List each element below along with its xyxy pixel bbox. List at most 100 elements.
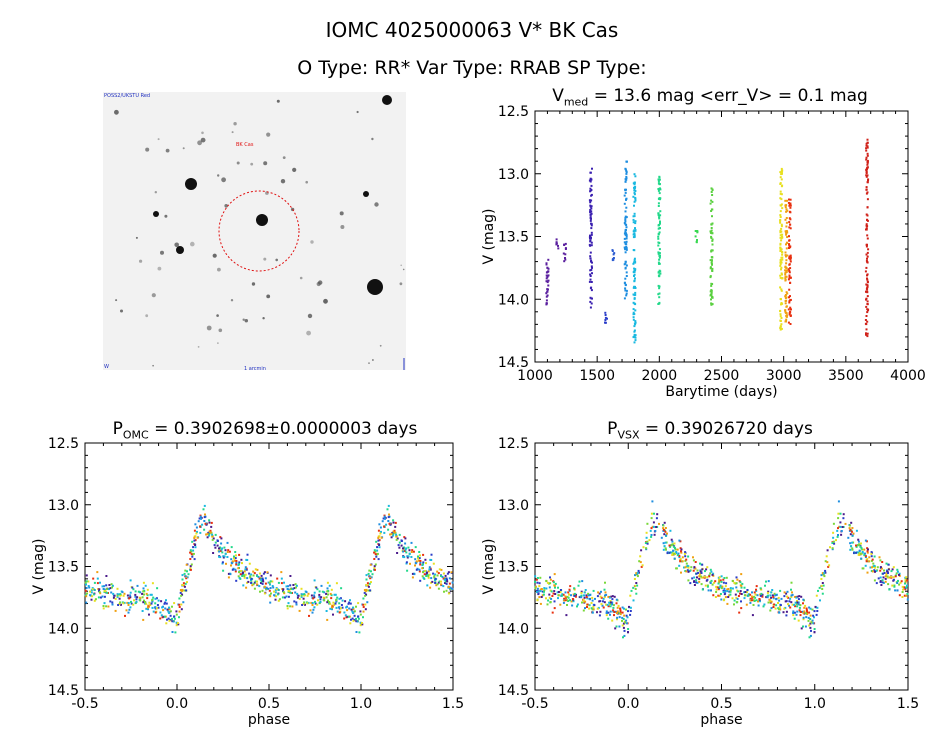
omc-point xyxy=(148,601,151,604)
omc-point xyxy=(417,557,419,560)
vsx-point xyxy=(702,576,705,579)
omc-point xyxy=(443,578,446,581)
time-point xyxy=(590,205,593,208)
omc-point xyxy=(186,576,189,579)
omc-point xyxy=(175,613,178,616)
vsx-point xyxy=(800,627,803,630)
omc-point xyxy=(313,579,316,582)
time-point xyxy=(633,325,636,328)
omc-xtick-label: 0.0 xyxy=(166,696,188,712)
time-point xyxy=(865,142,868,145)
time-point xyxy=(865,333,868,336)
omc-point xyxy=(382,517,385,520)
vsx-point xyxy=(605,614,608,617)
omc-point xyxy=(87,580,90,583)
vsx-point xyxy=(622,636,624,639)
time-point xyxy=(865,315,868,317)
time-point xyxy=(789,257,792,260)
time-point xyxy=(633,181,636,184)
omc-point xyxy=(146,594,149,597)
vsx-ytick-label: 13.5 xyxy=(498,560,529,576)
time-point xyxy=(623,237,626,240)
vsx-point xyxy=(689,582,692,585)
omc-point xyxy=(370,570,372,573)
vsx-point xyxy=(646,542,649,545)
vsx-point xyxy=(735,586,738,589)
omc-point xyxy=(220,542,223,545)
omc-point xyxy=(392,533,395,535)
vsx-point xyxy=(665,534,668,537)
vsx-point xyxy=(713,581,716,584)
time-chart: 1000 1500 2000 2500 3000 3500 400012.513.013.5… xyxy=(481,104,926,400)
omc-point xyxy=(355,631,358,633)
vsx-point xyxy=(549,578,552,581)
omc-point xyxy=(86,592,88,595)
time-point xyxy=(633,341,636,344)
vsx-point xyxy=(612,610,615,613)
omc-point xyxy=(306,602,309,605)
vsx-point xyxy=(539,576,542,579)
vsx-point xyxy=(881,561,884,563)
time-point xyxy=(590,193,593,196)
vsx-point xyxy=(887,583,890,586)
omc-point xyxy=(147,606,149,609)
vsx-point xyxy=(862,567,865,570)
time-point xyxy=(784,199,787,202)
time-point xyxy=(779,204,782,207)
vsx-point xyxy=(719,593,722,595)
vsx-point xyxy=(662,548,665,551)
vsx-point xyxy=(703,575,706,578)
omc-point xyxy=(108,588,111,591)
vsx-point xyxy=(769,600,772,603)
vsx-point xyxy=(537,589,540,592)
omc-point xyxy=(135,598,138,601)
omc-point xyxy=(398,533,401,536)
omc-point xyxy=(150,593,153,596)
omc-point xyxy=(90,598,93,601)
vsx-point xyxy=(543,587,546,590)
omc-point xyxy=(127,611,130,614)
omc-point xyxy=(332,613,334,616)
vsx-point xyxy=(664,527,667,529)
omc-point xyxy=(180,603,183,606)
omc-point xyxy=(253,572,256,575)
vsx-point xyxy=(607,605,610,608)
time-point xyxy=(590,217,592,220)
omc-point xyxy=(381,520,384,523)
time-point xyxy=(788,288,791,291)
omc-point xyxy=(442,572,445,575)
vsx-point xyxy=(687,555,690,558)
vsx-point xyxy=(693,580,696,583)
omc-point xyxy=(352,619,355,622)
vsx-point xyxy=(772,597,775,600)
time-point xyxy=(657,244,660,247)
vsx-point xyxy=(743,586,746,589)
vsx-point xyxy=(580,596,583,599)
vsx-point xyxy=(799,614,802,617)
time-point xyxy=(632,215,635,218)
time-point xyxy=(781,207,784,210)
omc-point xyxy=(325,596,328,599)
vsx-point xyxy=(880,567,883,570)
vsx-point xyxy=(831,547,834,550)
time-point xyxy=(633,275,635,277)
vsx-point xyxy=(581,580,584,583)
star xyxy=(292,167,297,172)
omc-point xyxy=(221,547,224,550)
time-point xyxy=(779,221,782,224)
omc-point xyxy=(377,529,380,532)
vsx-point xyxy=(705,568,708,571)
omc-point xyxy=(243,575,246,578)
star xyxy=(262,317,265,320)
omc-point xyxy=(338,602,341,605)
omc-point xyxy=(386,508,389,511)
vsx-point xyxy=(769,609,772,612)
star xyxy=(216,314,219,317)
vsx-point xyxy=(583,591,586,594)
omc-point xyxy=(406,569,409,572)
star xyxy=(372,359,374,361)
vsx-point xyxy=(840,533,843,536)
time-point xyxy=(785,262,788,265)
vsx-point xyxy=(764,584,766,587)
vsx-point xyxy=(684,559,687,562)
